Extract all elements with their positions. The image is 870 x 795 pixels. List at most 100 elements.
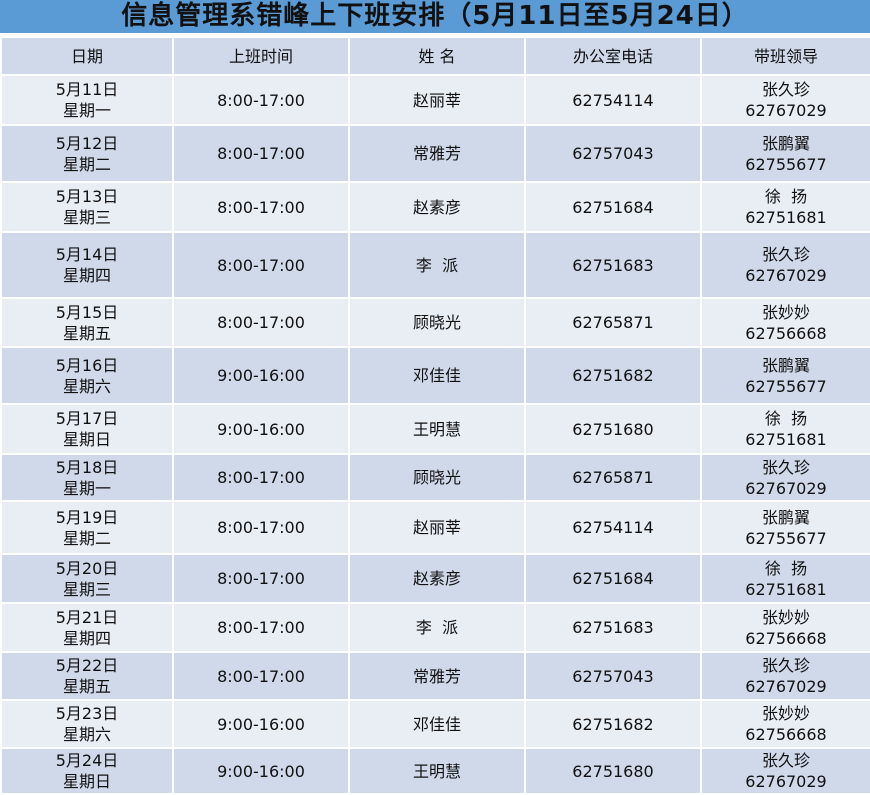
header-phone: 办公室电话 — [524, 36, 702, 76]
leader-cell: 张久珍 62767029 — [700, 651, 870, 701]
date: 5月12日 — [55, 133, 119, 153]
date-cell: 5月20日 星期三 — [0, 553, 174, 604]
leader-cell: 张妙妙 62756668 — [700, 602, 870, 653]
leader-phone: 62755677 — [745, 528, 827, 548]
phone-cell: 62754114 — [524, 500, 702, 555]
time-cell: 8:00-17:00 — [172, 500, 350, 555]
date-cell: 5月14日 星期四 — [0, 231, 174, 299]
name-cell: 邓佳佳 — [348, 699, 526, 749]
name-cell: 王明慧 — [348, 403, 526, 455]
leader-phone: 62751681 — [745, 208, 827, 227]
weekday: 星期三 — [62, 208, 111, 227]
table-row: 5月16日 星期六 9:00-16:00 邓佳佳 62751682 张鹏翼 62755677 — [0, 346, 870, 405]
time-cell: 8:00-17:00 — [172, 453, 350, 502]
leader-name: 张久珍 — [761, 751, 810, 770]
leader-phone: 62767029 — [745, 266, 827, 285]
schedule-table: 日期 上班时间 姓 名 办公室电话 带班领导 5月11日 星期一 8:00-17:0… — [0, 36, 870, 795]
leader-phone: 62767029 — [745, 101, 827, 120]
time-cell: 8:00-17:00 — [172, 74, 350, 126]
leader-name: 张鹏翼 — [761, 507, 810, 527]
page-title: 信息管理系错峰上下班安排（5月11日至5月24日） — [0, 0, 870, 33]
name-cell: 王明慧 — [348, 747, 526, 795]
leader-phone: 62755677 — [745, 154, 827, 174]
leader-name: 张鹏翼 — [761, 355, 810, 375]
weekday: 星期二 — [62, 528, 111, 548]
leader-cell: 张久珍 62767029 — [700, 231, 870, 299]
date-cell: 5月23日星期六 — [0, 699, 174, 749]
phone-cell: 62754114 — [524, 74, 702, 126]
leader-name: 徐 扬 — [764, 409, 808, 428]
date-cell: 5月13日星期三 — [0, 181, 174, 233]
leader-phone: 62755677 — [745, 376, 827, 396]
leader-cell: 张鹏翼 62755677 — [700, 124, 870, 183]
weekday: 星期一 — [62, 101, 111, 120]
time-cell: 8:00-17:00 — [172, 124, 350, 183]
leader-phone: 62767029 — [745, 772, 827, 791]
date-cell: 5月16日 星期六 — [0, 346, 174, 405]
name-cell: 赵丽莘 — [348, 74, 526, 126]
leader-phone: 62767029 — [745, 478, 827, 498]
weekday: 星期六 — [62, 376, 111, 396]
phone-cell: 62751682 — [524, 699, 702, 749]
date: 5月24日 — [55, 751, 119, 770]
weekday: 星期三 — [62, 579, 111, 599]
time-cell: 8:00-17:00 — [172, 181, 350, 233]
leader-phone: 62756668 — [745, 725, 827, 744]
table-row: 5月20日 星期三 8:00-17:00 赵素彦 62751684 徐 扬 62751681 — [0, 553, 870, 604]
leader-cell: 徐 扬 62751681 — [700, 553, 870, 604]
leader-name: 张久珍 — [761, 656, 810, 675]
date: 5月15日 — [55, 302, 119, 322]
header-leader: 带班领导 — [700, 36, 870, 76]
date-cell: 5月19日 星期二 — [0, 500, 174, 555]
date: 5月13日 — [55, 187, 119, 206]
date: 5月16日 — [55, 355, 119, 375]
phone-cell: 62751680 — [524, 747, 702, 795]
date: 5月23日 — [55, 704, 119, 723]
table-row: 5月17日 星期日 9:00-16:00 王明慧 62751680 徐 扬 62751681 — [0, 403, 870, 455]
header-time: 上班时间 — [172, 36, 350, 76]
date-cell: 5月24日 星期日 — [0, 747, 174, 795]
time-cell: 8:00-17:00 — [172, 297, 350, 348]
date-cell: 5月11日星期一 — [0, 74, 174, 126]
leader-name: 张久珍 — [761, 245, 810, 264]
leader-phone: 62756668 — [745, 323, 827, 343]
phone-cell: 62751683 — [524, 231, 702, 299]
name-cell: 顾晓光 — [348, 453, 526, 502]
date: 5月20日 — [55, 558, 119, 578]
date-cell: 5月17日 星期日 — [0, 403, 174, 455]
phone-cell: 62751683 — [524, 602, 702, 653]
name-cell: 常雅芳 — [348, 124, 526, 183]
time-cell: 9:00-16:00 — [172, 346, 350, 405]
leader-cell: 张久珍 62767029 — [700, 747, 870, 795]
weekday: 星期六 — [62, 725, 111, 744]
phone-cell: 62751680 — [524, 403, 702, 455]
leader-name: 徐 扬 — [764, 187, 808, 206]
leader-name: 张久珍 — [761, 457, 810, 477]
time-cell: 8:00-17:00 — [172, 231, 350, 299]
header-row: 日期 上班时间 姓 名 办公室电话 带班领导 — [0, 36, 870, 76]
phone-cell: 62757043 — [524, 124, 702, 183]
leader-cell: 徐 扬 62751681 — [700, 403, 870, 455]
weekday: 星期四 — [62, 628, 111, 648]
name-cell: 李 派 — [348, 602, 526, 653]
leader-phone: 62751681 — [745, 430, 827, 449]
date: 5月11日 — [55, 80, 119, 99]
table-row: 5月19日 星期二 8:00-17:00 赵丽莘 62754114 张鹏翼 62755677 — [0, 500, 870, 555]
name-cell: 赵素彦 — [348, 181, 526, 233]
table-row: 5月14日 星期四 8:00-17:00 李 派 62751683 张久珍 62767029 — [0, 231, 870, 299]
leader-name: 徐 扬 — [764, 558, 808, 578]
leader-name: 张妙妙 — [761, 704, 810, 723]
leader-name: 张妙妙 — [761, 302, 810, 322]
weekday: 星期二 — [62, 154, 111, 174]
name-cell: 李 派 — [348, 231, 526, 299]
time-cell: 8:00-17:00 — [172, 602, 350, 653]
name-cell: 邓佳佳 — [348, 346, 526, 405]
date: 5月21日 — [55, 607, 119, 627]
header-date: 日期 — [0, 36, 174, 76]
leader-cell: 张久珍 62767029 — [700, 453, 870, 502]
date-cell: 5月21日 星期四 — [0, 602, 174, 653]
date: 5月19日 — [55, 507, 119, 527]
phone-cell: 62765871 — [524, 453, 702, 502]
leader-phone: 62756668 — [745, 628, 827, 648]
time-cell: 9:00-16:00 — [172, 747, 350, 795]
